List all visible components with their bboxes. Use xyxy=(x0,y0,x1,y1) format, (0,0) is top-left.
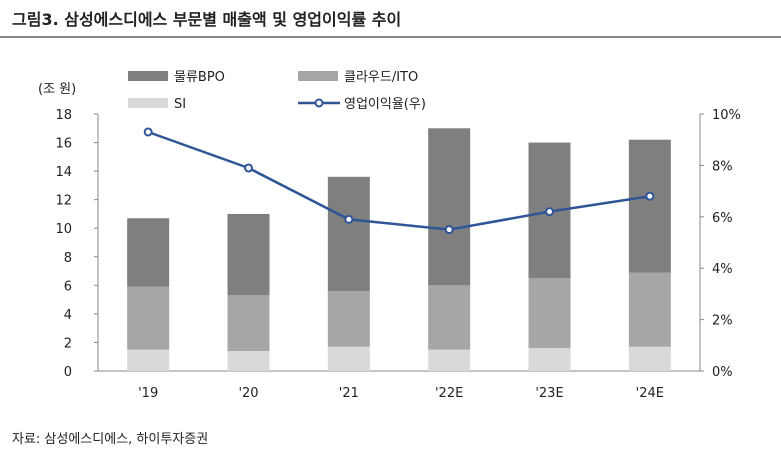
legend-marker xyxy=(314,98,324,108)
bar-클라우드/ITO xyxy=(327,291,370,347)
line-point xyxy=(545,207,554,217)
bar-SI xyxy=(628,346,671,371)
y2-tick-label: 8% xyxy=(712,159,733,174)
y2-tick-label: 6% xyxy=(712,211,733,226)
line-point xyxy=(444,225,454,235)
bar-SI xyxy=(327,346,370,371)
legend-swatch xyxy=(128,71,168,81)
y2-tick-label: 4% xyxy=(712,262,733,277)
y-tick-label: 16 xyxy=(55,137,72,152)
line-point xyxy=(344,214,354,224)
y2-tick-label: 0% xyxy=(712,365,733,380)
bar-물류BPO xyxy=(327,176,370,292)
bar-클라우드/ITO xyxy=(628,272,671,347)
x-tick-label: '22E xyxy=(435,386,463,401)
x-tick-label: '24E xyxy=(636,386,664,401)
y-axis-label: (조 원) xyxy=(38,82,76,97)
x-tick-label: '21 xyxy=(339,386,359,401)
x-tick-label: '20 xyxy=(238,386,258,401)
x-tick-label: '23E xyxy=(535,386,563,401)
legend-label: SI xyxy=(174,97,186,112)
line-series xyxy=(147,130,651,231)
line-point xyxy=(645,191,655,201)
bar-SI xyxy=(227,351,270,371)
y-tick-label: 14 xyxy=(55,165,72,180)
y-tick-label: 10 xyxy=(55,222,72,237)
y2-tick-label: 2% xyxy=(712,314,733,329)
bar-SI xyxy=(528,348,571,371)
bar-물류BPO xyxy=(628,139,671,273)
source-note: 자료: 삼성에스디에스, 하이투자증권 xyxy=(12,432,209,447)
legend-label: 클라우드/ITO xyxy=(344,70,418,85)
bar-SI xyxy=(127,349,170,371)
legend-swatch xyxy=(128,98,168,108)
x-tick-label: '19 xyxy=(138,386,158,401)
title-divider xyxy=(0,36,781,38)
legend-swatch xyxy=(298,71,338,81)
y-tick-label: 12 xyxy=(55,194,72,209)
figure-title: 그림3. 삼성에스디에스 부문별 매출액 및 영업이익률 추이 xyxy=(12,10,402,29)
bar-클라우드/ITO xyxy=(528,278,571,349)
bar-클라우드/ITO xyxy=(428,285,471,350)
bar-클라우드/ITO xyxy=(227,295,270,352)
y-tick-label: 18 xyxy=(55,108,72,123)
y-tick-label: 2 xyxy=(64,336,72,351)
bar-물류BPO xyxy=(428,128,471,286)
legend-label: 영업이익율(우) xyxy=(344,97,426,112)
legend-label: 물류BPO xyxy=(174,70,225,85)
y-tick-label: 4 xyxy=(64,308,72,323)
y2-tick-label: 10% xyxy=(712,108,741,123)
bar-클라우드/ITO xyxy=(127,286,170,350)
bar-물류BPO xyxy=(227,213,270,296)
y-tick-label: 8 xyxy=(64,251,72,266)
y-tick-label: 0 xyxy=(64,365,72,380)
bar-물류BPO xyxy=(127,218,170,287)
y-tick-label: 6 xyxy=(64,279,72,294)
bar-SI xyxy=(428,349,471,371)
line-point xyxy=(244,163,253,173)
line-point xyxy=(143,127,153,137)
